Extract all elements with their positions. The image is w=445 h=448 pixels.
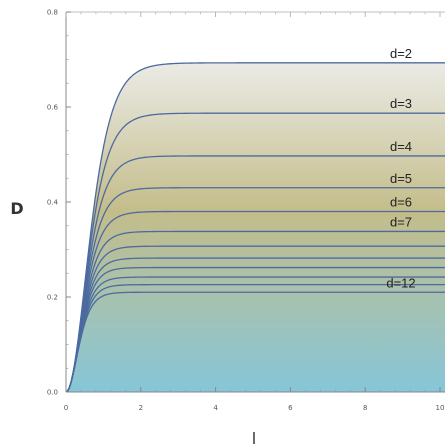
x-tick-label: 8 [363,404,367,412]
series-labels: d=2 d=3 d=4 d=5 d=6 d=7 d=12 [386,46,415,290]
series-line-2 [66,112,445,392]
x-tick-label: 2 [139,404,143,412]
series-line-5 [66,210,445,392]
series-label-5: d=6 [390,195,412,210]
series-label-12: d=12 [386,275,415,290]
series-line-11 [66,284,445,392]
series-line-9 [66,266,445,392]
area-fill [66,62,445,392]
series-line-7 [66,245,445,392]
y-tick-label: 0.4 [47,199,59,207]
y-tick-label: 0.0 [47,389,58,397]
y-tick-label: 0.2 [47,294,58,302]
series-line-6 [66,230,445,392]
x-axis-label: l [252,429,256,448]
series-line-1 [66,62,445,392]
series-line-3 [66,155,445,392]
series-label-1: d=2 [390,46,412,61]
series-label-3: d=4 [390,139,412,154]
x-tick-label: 4 [213,404,218,412]
y-tick-label: 0.6 [47,104,59,112]
x-tick-label: 6 [288,404,293,412]
x-tick-label: 0 [64,404,68,412]
series-label-6: d=7 [390,214,412,229]
series-line-8 [66,257,445,392]
area-under-curve [66,62,445,392]
x-tick-label: 10 [436,404,445,412]
series-line-10 [66,276,445,392]
y-axis-label: D [10,199,23,218]
series-line-12 [66,291,445,392]
series-label-2: d=3 [390,96,412,111]
axes: 0 2 4 6 8 10 0.0 0.2 0.4 0.6 0.8 l D [10,9,445,448]
series-line-4 [66,187,445,392]
series-label-4: d=5 [390,171,412,186]
series-lines [66,62,445,392]
y-tick-label: 0.8 [47,9,58,17]
